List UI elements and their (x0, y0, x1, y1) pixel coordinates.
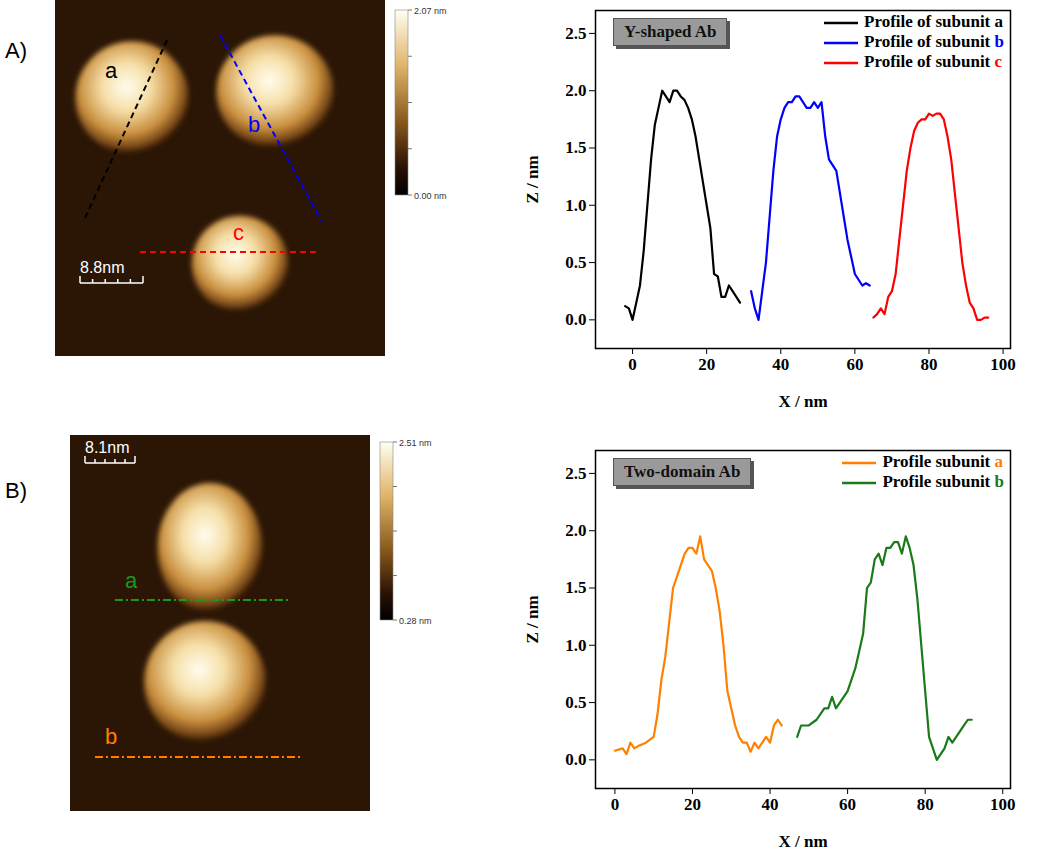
svg-text:2.07 nm: 2.07 nm (414, 6, 447, 16)
svg-text:2.5: 2.5 (565, 464, 586, 483)
svg-text:2.5: 2.5 (565, 24, 586, 43)
html-text:B): B) (5, 478, 27, 503)
svg-text:a: a (105, 58, 118, 83)
svg-text:8.8nm: 8.8nm (80, 259, 124, 276)
svg-text:X / nm: X / nm (778, 832, 827, 851)
svg-text:60: 60 (839, 795, 856, 814)
svg-text:8.1nm: 8.1nm (85, 439, 129, 456)
svg-text:100: 100 (990, 795, 1016, 814)
html-text:Profile of subunit a: Profile of subunit a (864, 12, 1003, 31)
svg-text:X / nm: X / nm (778, 392, 827, 411)
svg-text:1.0: 1.0 (565, 196, 586, 215)
svg-text:a: a (125, 568, 138, 593)
svg-text:20: 20 (684, 795, 701, 814)
html-text:Y-shaped Ab: Y-shaped Ab (624, 22, 717, 41)
svg-text:100: 100 (990, 355, 1016, 374)
svg-text:40: 40 (772, 355, 789, 374)
svg-text:2.0: 2.0 (565, 521, 586, 540)
svg-text:b: b (105, 724, 117, 749)
svg-text:Z / nm: Z / nm (523, 155, 542, 203)
svg-text:0.28 nm: 0.28 nm (399, 616, 432, 626)
svg-text:c: c (233, 220, 244, 245)
svg-text:80: 80 (917, 795, 934, 814)
svg-text:1.5: 1.5 (565, 138, 586, 157)
svg-text:0: 0 (611, 795, 620, 814)
html-text:Profile subunit b: Profile subunit b (882, 472, 1004, 491)
svg-text:Z / nm: Z / nm (523, 595, 542, 643)
html-text:Profile of subunit c: Profile of subunit c (864, 52, 1003, 71)
svg-text:1.0: 1.0 (565, 636, 586, 655)
svg-text:2.51 nm: 2.51 nm (399, 438, 432, 448)
svg-text:20: 20 (698, 355, 715, 374)
svg-text:0.0: 0.0 (565, 750, 586, 769)
html-text:Profile of subunit b: Profile of subunit b (864, 32, 1004, 51)
svg-text:1.5: 1.5 (565, 578, 586, 597)
html-text:A): A) (5, 38, 27, 63)
svg-text:0.5: 0.5 (565, 693, 586, 712)
svg-text:40: 40 (762, 795, 779, 814)
svg-text:0: 0 (628, 355, 637, 374)
svg-text:b: b (248, 112, 260, 137)
svg-text:60: 60 (846, 355, 863, 374)
svg-text:0.5: 0.5 (565, 253, 586, 272)
html-text:Profile subunit a: Profile subunit a (882, 452, 1003, 471)
svg-text:0.00 nm: 0.00 nm (414, 191, 447, 201)
svg-text:80: 80 (920, 355, 937, 374)
svg-text:2.0: 2.0 (565, 81, 586, 100)
html-text:Two-domain Ab: Two-domain Ab (624, 462, 741, 481)
svg-text:0.0: 0.0 (565, 310, 586, 329)
